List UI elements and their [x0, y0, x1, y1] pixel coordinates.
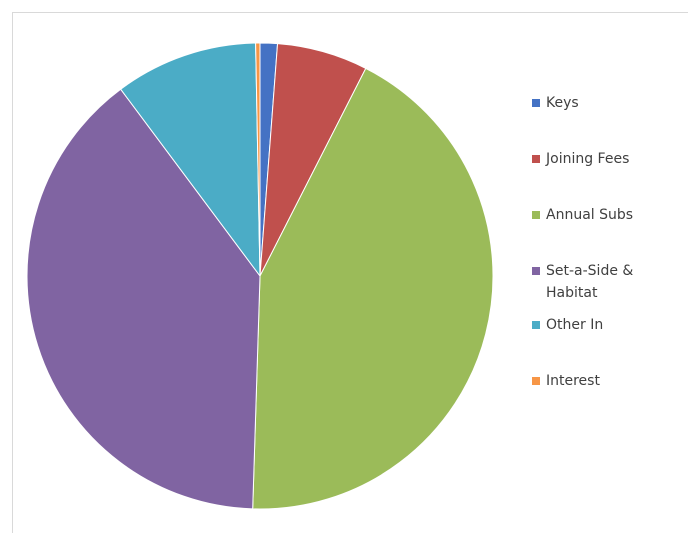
- legend-item-keys: Keys: [532, 92, 646, 114]
- legend-label-keys: Keys: [546, 95, 579, 111]
- legend-swatch-other-in: [532, 321, 540, 329]
- pie-slice-other-in: [119, 42, 261, 278]
- pie-slice-interest: [255, 42, 261, 277]
- legend-item-interest: Interest: [532, 370, 646, 392]
- legend-item-annual-subs: Annual Subs: [532, 204, 646, 226]
- pie-slice-annual-subs: [252, 67, 494, 510]
- legend-swatch-keys: [532, 99, 540, 107]
- legend-swatch-interest: [532, 377, 540, 385]
- legend-label-interest: Interest: [546, 373, 600, 389]
- legend-swatch-set-a-side-habitat: [532, 267, 540, 275]
- legend-item-other-in: Other In: [532, 314, 646, 336]
- legend-label-other-in: Other In: [546, 317, 604, 333]
- legend-label-set-a-side-habitat: Set-a-Side & Habitat: [546, 263, 634, 301]
- legend-item-set-a-side-habitat: Set-a-Side & Habitat: [532, 260, 646, 304]
- pie-slice-set-a-side-habitat: [26, 88, 261, 510]
- legend-swatch-annual-subs: [532, 211, 540, 219]
- legend-label-annual-subs: Annual Subs: [546, 207, 634, 223]
- legend-label-joining-fees: Joining Fees: [546, 151, 630, 167]
- legend-swatch-joining-fees: [532, 155, 540, 163]
- legend-item-joining-fees: Joining Fees: [532, 148, 646, 170]
